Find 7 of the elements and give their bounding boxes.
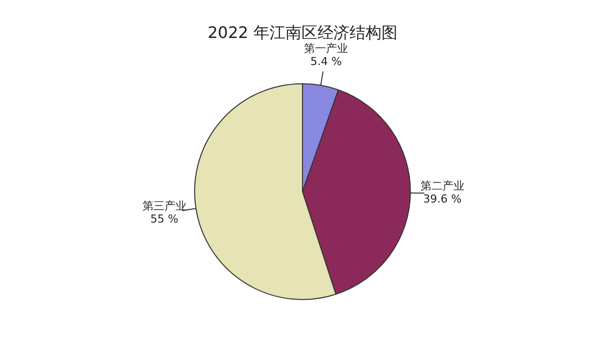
slice-label: 第三产业 xyxy=(142,200,186,213)
data-label: 55 % xyxy=(150,212,178,226)
data-label: 39.6 % xyxy=(423,192,462,206)
slice-label: 第二产业 xyxy=(420,180,464,193)
data-label: 5.4 % xyxy=(310,55,342,68)
chart-title: 2022 年江南区经济结构图 xyxy=(208,22,398,42)
slice-label: 第一产业 xyxy=(304,42,348,56)
